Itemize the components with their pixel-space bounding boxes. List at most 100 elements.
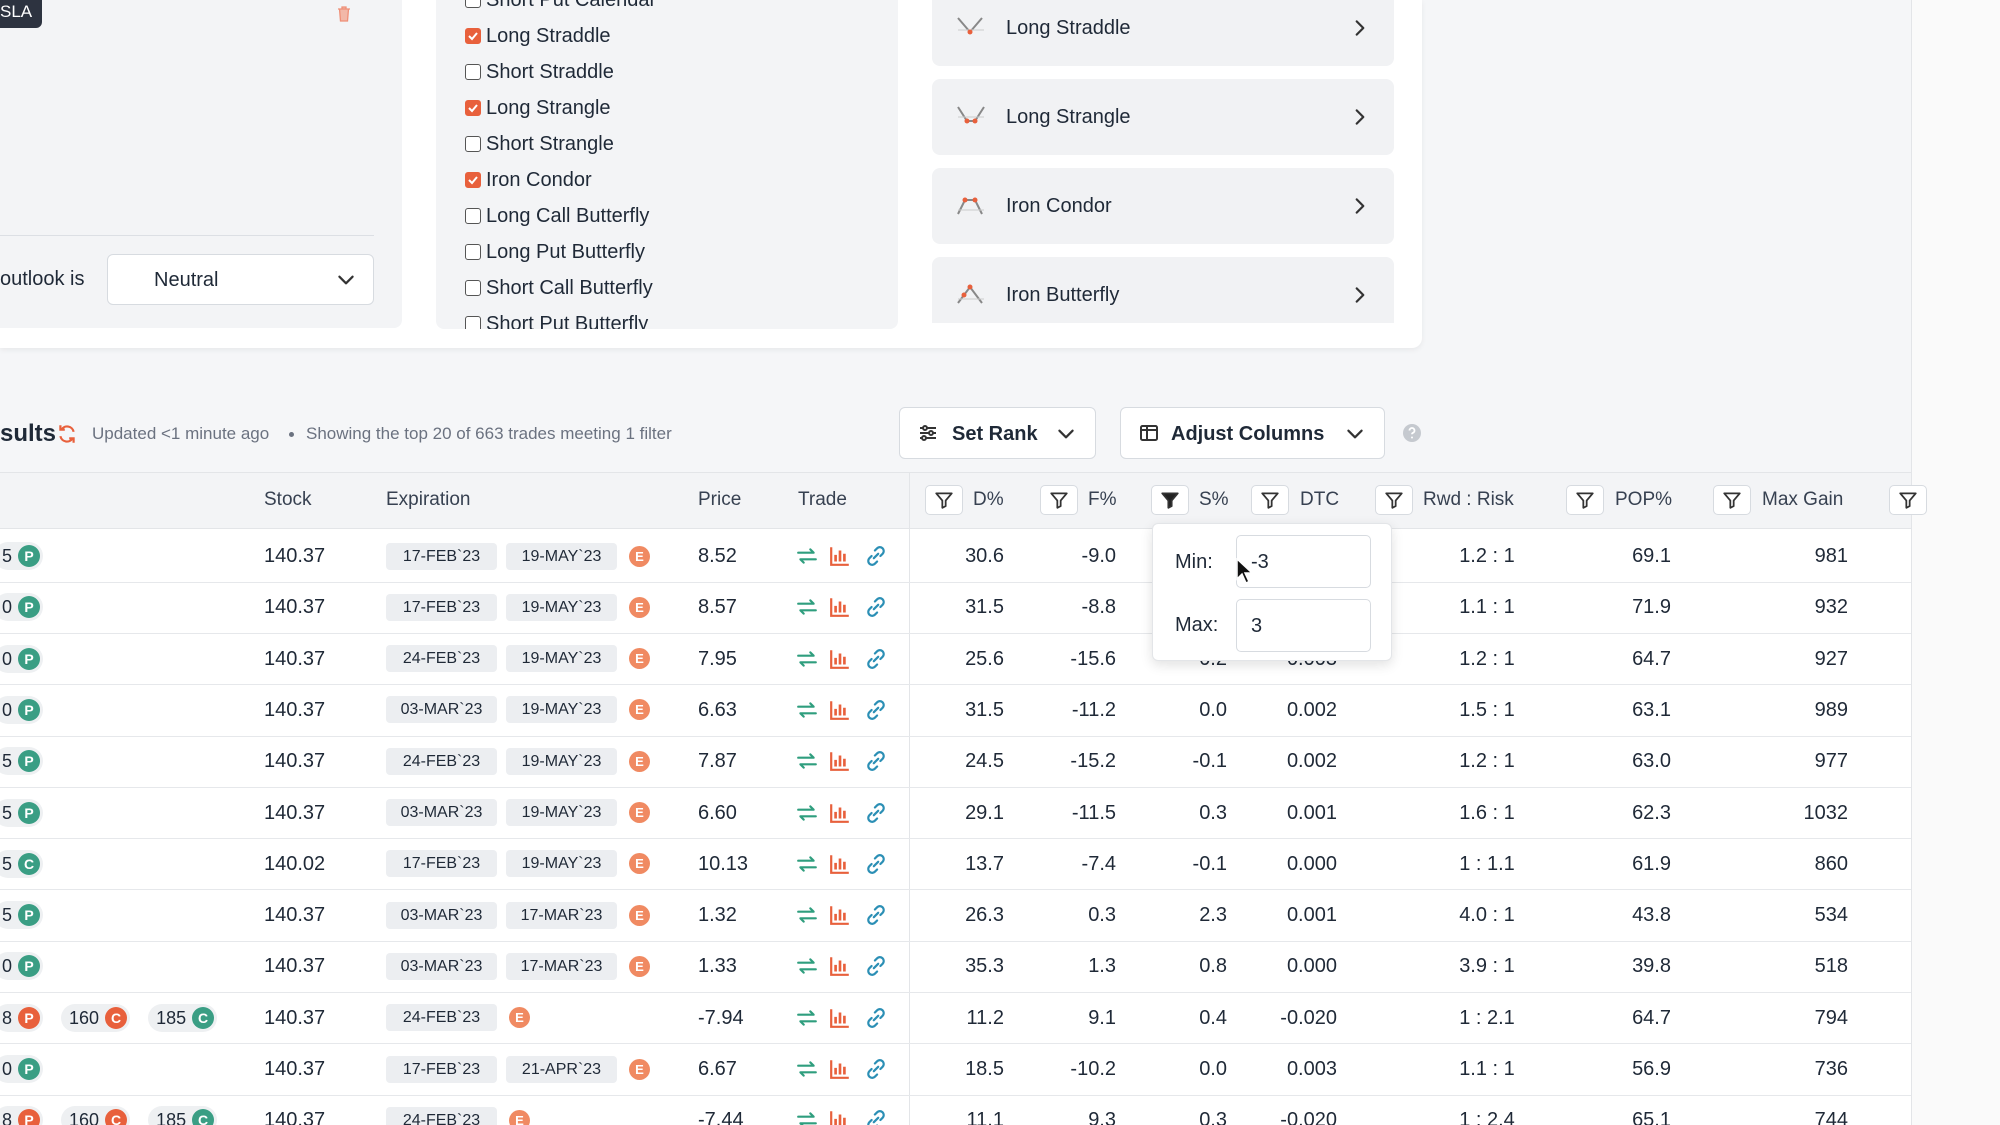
leg-strike: 5: [2, 751, 13, 772]
column-header[interactable]: Price: [698, 489, 742, 510]
stock-price: 140.37: [264, 698, 326, 721]
trade-action[interactable]: [829, 750, 851, 772]
icon-shape: [1355, 287, 1365, 303]
icon-shape: [1347, 429, 1363, 439]
icon-shape: [1141, 426, 1157, 440]
checkbox[interactable]: [465, 244, 481, 260]
strategy-label[interactable]: Iron Condor: [486, 169, 592, 191]
column-header[interactable]: S%: [1199, 489, 1229, 510]
column-header[interactable]: DTC: [1300, 489, 1340, 510]
trade-action[interactable]: [829, 1058, 851, 1080]
row-line: [0, 889, 1911, 890]
trade-action[interactable]: [865, 648, 887, 670]
trade-action[interactable]: [829, 955, 851, 977]
checkbox[interactable]: [465, 316, 481, 329]
expiration-chip: 19-MAY`23: [506, 645, 617, 673]
column-header[interactable]: Expiration: [386, 489, 471, 510]
trade-action[interactable]: [829, 802, 851, 824]
min-input[interactable]: -3: [1236, 535, 1371, 588]
trade-action[interactable]: [865, 955, 887, 977]
filter-button[interactable]: [1251, 485, 1289, 515]
trade-action[interactable]: [865, 1007, 887, 1029]
outlook-dropdown[interactable]: Neutral: [107, 254, 374, 305]
max-input[interactable]: 3: [1236, 599, 1371, 652]
checkbox[interactable]: [465, 100, 481, 116]
trade-action[interactable]: [829, 648, 851, 670]
trade-action[interactable]: [829, 853, 851, 875]
checkbox[interactable]: [465, 0, 481, 8]
trade-action[interactable]: [829, 596, 851, 618]
strategy-label[interactable]: Short Strangle: [486, 133, 614, 155]
leg-type: P: [18, 596, 41, 619]
icon-shape: [867, 905, 885, 926]
column-header[interactable]: POP%: [1615, 489, 1673, 510]
trade-action[interactable]: [865, 545, 887, 567]
checkbox[interactable]: [465, 172, 481, 188]
filter-button[interactable]: [1889, 485, 1927, 515]
trade-action[interactable]: [865, 1109, 887, 1125]
trade-action[interactable]: [829, 699, 851, 721]
checkbox[interactable]: [465, 28, 481, 44]
trade-action[interactable]: [865, 853, 887, 875]
trade-action[interactable]: [796, 648, 818, 670]
trade-action[interactable]: [865, 802, 887, 824]
strategy-label[interactable]: Long Straddle: [486, 25, 611, 47]
checkbox[interactable]: [465, 64, 481, 80]
trade-action[interactable]: [865, 596, 887, 618]
strategy-card[interactable]: Iron Condor: [932, 168, 1394, 244]
trade-action[interactable]: [796, 802, 818, 824]
trade-action[interactable]: [796, 904, 818, 926]
strategy-label[interactable]: Long Call Butterfly: [486, 205, 650, 227]
filter-button[interactable]: [1375, 485, 1413, 515]
filter-button[interactable]: [1566, 485, 1604, 515]
trade-action[interactable]: [796, 1058, 818, 1080]
strategy-label[interactable]: Long Strangle: [486, 97, 611, 119]
trade-action[interactable]: [796, 955, 818, 977]
trade-action[interactable]: [865, 750, 887, 772]
trade-action[interactable]: [796, 545, 818, 567]
column-header[interactable]: Stock: [264, 489, 312, 510]
adjust-columns-button[interactable]: Adjust Columns: [1120, 407, 1385, 459]
strategy-icon: [956, 281, 986, 307]
checkbox[interactable]: [465, 280, 481, 296]
trade-action[interactable]: [796, 699, 818, 721]
icon-shape: [797, 599, 817, 615]
trade-action[interactable]: [865, 904, 887, 926]
set-rank-button[interactable]: Set Rank: [899, 407, 1096, 459]
trade-action[interactable]: [796, 853, 818, 875]
filter-button[interactable]: [925, 485, 963, 515]
filter-button[interactable]: [1040, 485, 1078, 515]
filter-button[interactable]: [1713, 485, 1751, 515]
column-header[interactable]: Max Gain: [1762, 489, 1844, 510]
strategy-label[interactable]: Short Put Butterfly: [486, 313, 649, 329]
trade-action[interactable]: [829, 904, 851, 926]
strategy-label[interactable]: Short Call Butterfly: [486, 277, 653, 299]
strategy-card[interactable]: Iron Butterfly: [932, 257, 1394, 323]
strategy-card[interactable]: Long Straddle: [932, 0, 1394, 66]
strategy-label[interactable]: Short Put Calendar: [486, 0, 657, 11]
icon-shape: [830, 854, 849, 874]
icon-shape: [957, 106, 985, 122]
trade-action[interactable]: [865, 1058, 887, 1080]
trade-action[interactable]: [829, 545, 851, 567]
checkbox[interactable]: [465, 136, 481, 152]
icon-shape: [1050, 492, 1068, 509]
column-header[interactable]: D%: [973, 489, 1004, 510]
filter-button[interactable]: [1151, 485, 1189, 515]
column-header[interactable]: F%: [1088, 489, 1117, 510]
column-header[interactable]: Trade: [798, 489, 847, 510]
trade-action[interactable]: [829, 1109, 851, 1125]
trade-action[interactable]: [865, 699, 887, 721]
column-header[interactable]: Rwd : Risk: [1423, 489, 1514, 510]
trade-action[interactable]: [796, 1109, 818, 1125]
trade-action[interactable]: [796, 596, 818, 618]
trade-action[interactable]: [829, 1007, 851, 1029]
trade-action[interactable]: [796, 1007, 818, 1029]
strategy-label[interactable]: Short Straddle: [486, 61, 614, 83]
trade-action[interactable]: [796, 750, 818, 772]
strategy-label[interactable]: Long Put Butterfly: [486, 241, 645, 263]
checkbox[interactable]: [465, 208, 481, 224]
strategy-card[interactable]: Long Strangle: [932, 79, 1394, 155]
